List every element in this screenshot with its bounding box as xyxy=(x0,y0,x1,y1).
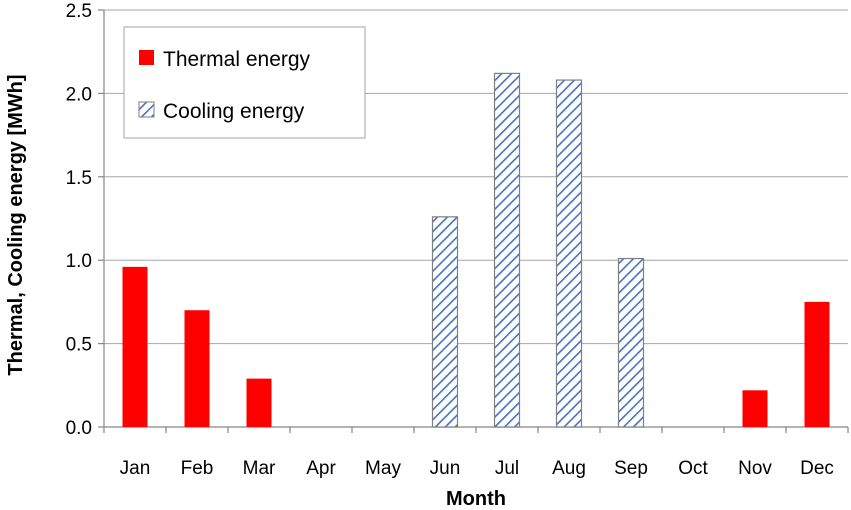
x-tick-label: Dec xyxy=(800,458,834,479)
bar-thermal xyxy=(184,310,210,427)
y-tick-label: 1.0 xyxy=(66,251,92,272)
legend: Thermal energy Cooling energy xyxy=(123,26,366,139)
x-tick-label: Jul xyxy=(495,458,519,479)
x-tick-label: Mar xyxy=(243,458,276,479)
x-tick-label: Jan xyxy=(120,458,151,479)
x-tick-labels: Jan Feb Mar Apr May Jun Jul Aug Sep Oct Nov Dec xyxy=(120,458,834,479)
y-tick-label: 2.0 xyxy=(66,84,92,105)
legend-swatch-thermal xyxy=(139,50,154,65)
bar-thermal xyxy=(246,378,272,427)
y-tick-label: 0.5 xyxy=(66,335,92,356)
x-tick-label: Sep xyxy=(614,458,648,479)
x-tick-label: Jun xyxy=(430,458,461,479)
x-tick-label: Aug xyxy=(552,458,586,479)
bar-cooling xyxy=(617,257,645,428)
x-tick-label: Nov xyxy=(738,458,772,479)
y-axis-title: Thermal, Cooling energy [MWh] xyxy=(5,74,27,375)
y-tick-labels: 0.0 0.5 1.0 1.5 2.0 2.5 xyxy=(66,1,92,439)
bar-cooling xyxy=(431,216,459,428)
x-tick-label: May xyxy=(365,458,401,479)
bar-cooling xyxy=(493,72,521,428)
bar-thermal xyxy=(742,390,768,427)
y-tick-label: 1.5 xyxy=(66,168,92,189)
y-tick-label: 2.5 xyxy=(66,1,92,22)
legend-label-cooling: Cooling energy xyxy=(163,100,305,123)
x-axis-title: Month xyxy=(446,488,506,510)
x-tick-label: Oct xyxy=(678,458,708,479)
bar-cooling xyxy=(555,79,583,428)
bar-thermal xyxy=(122,266,148,427)
legend-label-thermal: Thermal energy xyxy=(163,48,311,71)
legend-swatch-cooling xyxy=(138,101,155,118)
x-tick-label: Apr xyxy=(306,458,336,479)
bars xyxy=(122,72,830,428)
x-tick-label: Feb xyxy=(181,458,214,479)
y-tick-label: 0.0 xyxy=(66,418,92,439)
bar-thermal xyxy=(804,301,830,427)
axes xyxy=(98,9,849,433)
legend-box xyxy=(123,26,366,139)
